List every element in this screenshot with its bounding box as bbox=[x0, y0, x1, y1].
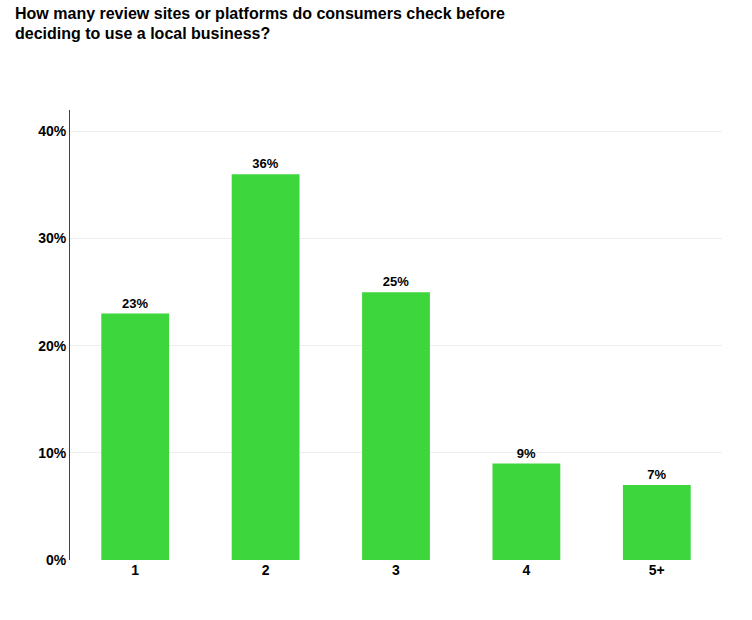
svg-text:20%: 20% bbox=[38, 338, 67, 354]
svg-text:36%: 36% bbox=[252, 156, 278, 171]
svg-text:How many review sites or platf: How many review sites or platforms do co… bbox=[15, 5, 505, 43]
svg-text:1: 1 bbox=[131, 562, 139, 578]
svg-text:40%: 40% bbox=[38, 123, 67, 139]
svg-text:10%: 10% bbox=[38, 445, 67, 461]
svg-text:0%: 0% bbox=[46, 552, 67, 568]
svg-text:30%: 30% bbox=[38, 230, 67, 246]
svg-text:9%: 9% bbox=[517, 446, 536, 461]
svg-text:3: 3 bbox=[392, 562, 400, 578]
svg-text:2: 2 bbox=[262, 562, 270, 578]
svg-text:23%: 23% bbox=[122, 296, 148, 311]
svg-text:25%: 25% bbox=[383, 274, 409, 289]
svg-text:4: 4 bbox=[523, 562, 531, 578]
svg-text:7%: 7% bbox=[647, 467, 666, 482]
svg-text:5+: 5+ bbox=[649, 562, 665, 578]
